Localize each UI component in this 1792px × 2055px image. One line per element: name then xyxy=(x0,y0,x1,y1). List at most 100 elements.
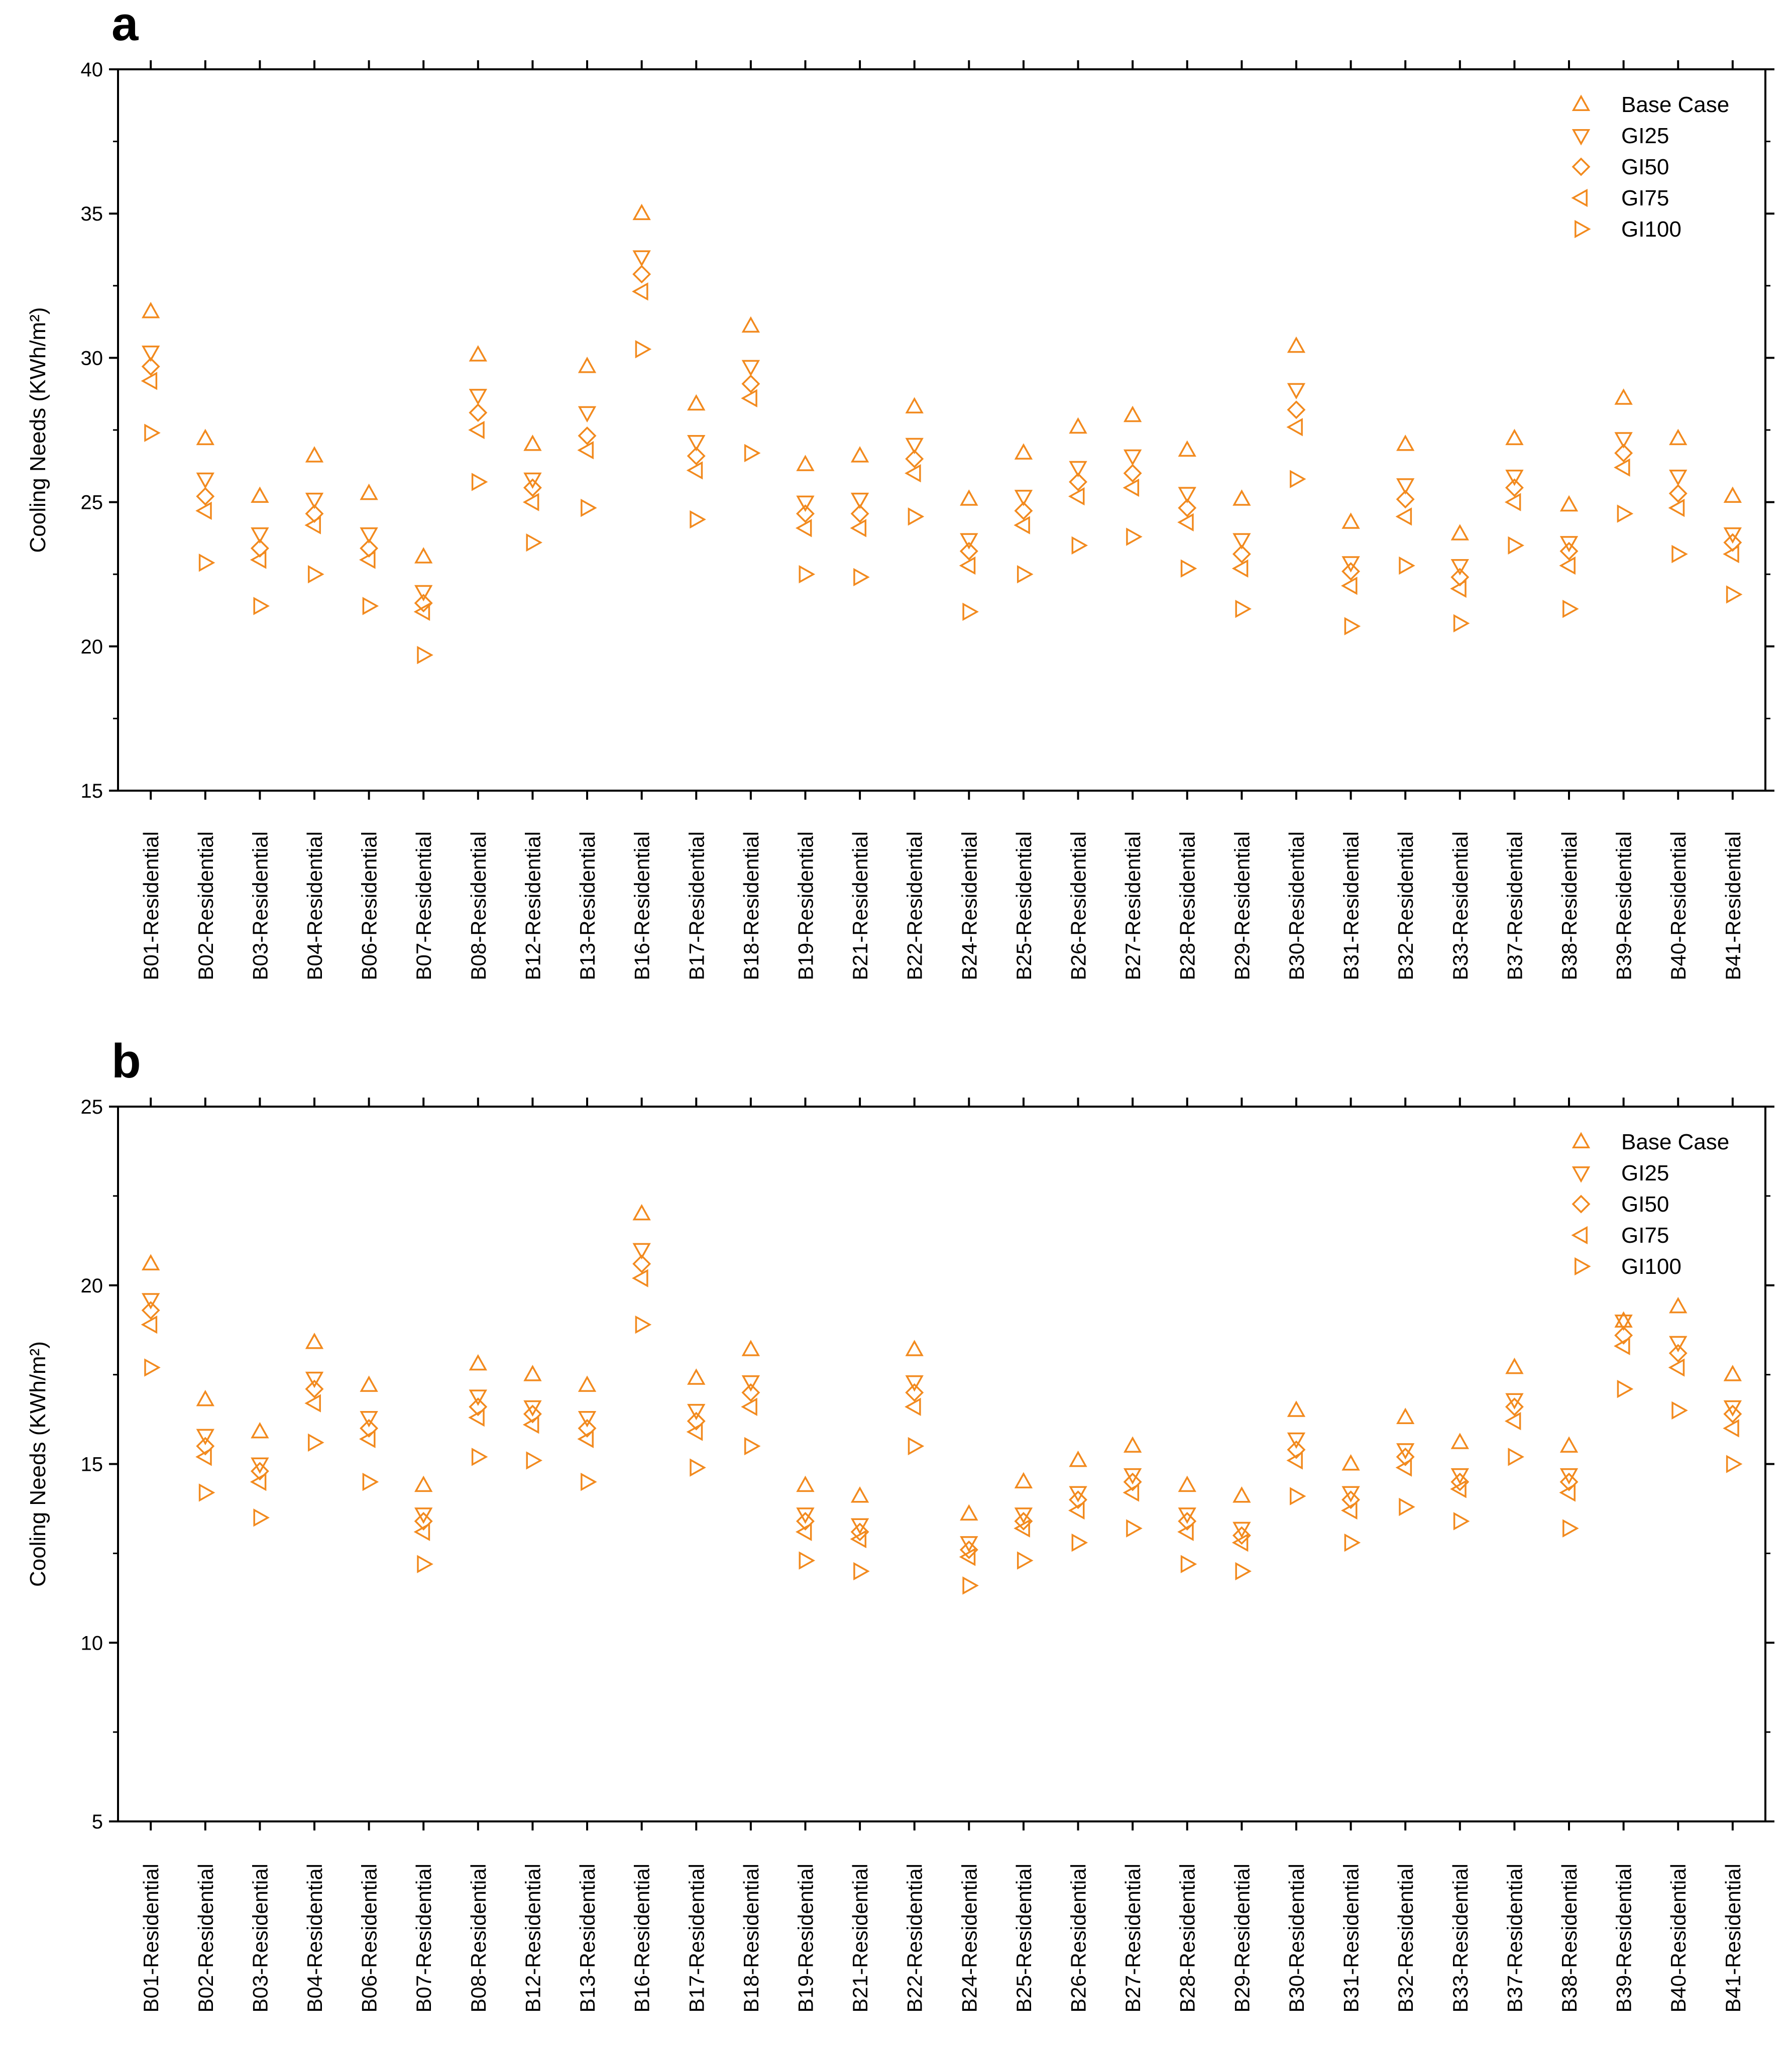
point-b-gi50 xyxy=(196,1437,215,1456)
point-b-base-case xyxy=(305,1333,324,1349)
point-b-base-case xyxy=(1669,1296,1688,1314)
point-b-gi100 xyxy=(1290,1487,1306,1505)
point-b-gi50 xyxy=(1014,1511,1033,1531)
y-tick-label-b: 15 xyxy=(81,1454,103,1476)
point-a-gi25 xyxy=(1614,432,1633,449)
point-a-base-case xyxy=(1014,443,1033,460)
point-b-gi25 xyxy=(1014,1507,1033,1524)
point-a-gi100 xyxy=(799,565,816,584)
point-b-gi75 xyxy=(1668,1358,1685,1377)
x-tick-label-a: B39-Residential xyxy=(1612,831,1636,981)
x-tick-label-b: B18-Residential xyxy=(739,1864,763,2013)
y-tick-label-a: 15 xyxy=(81,780,103,802)
point-a-gi25 xyxy=(1669,469,1688,486)
point-a-gi25 xyxy=(1505,469,1524,486)
point-b-gi100 xyxy=(962,1576,979,1595)
x-tick-label-a: B28-Residential xyxy=(1176,831,1199,981)
point-a-base-case xyxy=(1178,440,1196,457)
point-b-gi100 xyxy=(1617,1379,1634,1398)
x-tick-label-b: B28-Residential xyxy=(1176,1864,1199,2013)
point-b-base-case xyxy=(1014,1472,1033,1489)
point-b-gi25 xyxy=(1287,1432,1306,1449)
point-b-base-case xyxy=(1450,1433,1469,1449)
legend-marker-b xyxy=(1575,1257,1591,1276)
point-b-gi50 xyxy=(250,1462,269,1481)
point-a-gi100 xyxy=(253,597,270,615)
point-b-base-case xyxy=(360,1375,378,1392)
point-a-base-case xyxy=(196,428,214,446)
x-tick-label-a: B07-Residential xyxy=(412,831,435,981)
point-a-gi100 xyxy=(308,565,324,584)
x-tick-label-b: B38-Residential xyxy=(1557,1864,1581,2013)
point-b-gi50 xyxy=(1287,1440,1306,1459)
point-b-gi100 xyxy=(635,1315,652,1334)
point-a-gi100 xyxy=(908,507,925,526)
point-b-gi75 xyxy=(1723,1419,1739,1438)
point-a-gi25 xyxy=(196,472,214,489)
point-a-base-case xyxy=(960,489,978,506)
point-b-gi50 xyxy=(1123,1472,1142,1491)
x-tick-label-b: B39-Residential xyxy=(1612,1864,1636,2013)
point-a-gi50 xyxy=(196,487,215,506)
point-b-gi100 xyxy=(526,1451,543,1470)
point-b-gi100 xyxy=(1071,1533,1088,1552)
point-a-base-case xyxy=(1396,435,1415,451)
point-a-gi100 xyxy=(1671,545,1688,564)
point-a-base-case xyxy=(523,435,542,451)
y-axis-title-a: Cooling Needs (KWh/m²) xyxy=(26,307,50,553)
point-b-gi50 xyxy=(141,1301,160,1320)
point-a-gi25 xyxy=(523,472,542,489)
point-a-gi25 xyxy=(1178,487,1196,503)
x-tick-label-a: B16-Residential xyxy=(630,831,654,981)
x-tick-label-b: B32-Residential xyxy=(1394,1864,1417,2013)
x-tick-label-a: B06-Residential xyxy=(358,831,381,981)
legend-marker-a xyxy=(1575,220,1591,239)
point-a-gi100 xyxy=(1562,599,1579,618)
point-b-base-case xyxy=(960,1504,978,1521)
y-tick-label-a: 20 xyxy=(81,636,103,658)
point-b-gi75 xyxy=(413,1523,430,1541)
legend-label-b: GI100 xyxy=(1621,1254,1682,1279)
point-a-gi75 xyxy=(1340,576,1358,595)
legend-label-a: GI75 xyxy=(1621,186,1669,210)
point-a-gi75 xyxy=(686,461,703,480)
point-a-base-case xyxy=(469,345,488,362)
point-a-gi50 xyxy=(523,478,542,497)
point-b-gi100 xyxy=(1508,1448,1524,1466)
point-b-gi100 xyxy=(799,1551,816,1570)
x-tick-label-a: B26-Residential xyxy=(1067,831,1090,981)
point-a-base-case xyxy=(632,203,651,221)
y-tick-label-b: 25 xyxy=(81,1096,103,1118)
x-tick-label-b: B03-Residential xyxy=(248,1864,272,2013)
point-b-gi50 xyxy=(305,1379,324,1398)
point-b-gi50 xyxy=(1559,1472,1579,1491)
x-tick-label-a: B32-Residential xyxy=(1394,831,1417,981)
point-a-gi100 xyxy=(144,423,161,442)
point-b-gi25 xyxy=(632,1243,651,1260)
point-a-gi25 xyxy=(687,435,706,452)
x-tick-label-b: B31-Residential xyxy=(1339,1864,1363,2013)
point-b-gi50 xyxy=(469,1397,488,1417)
point-b-base-case xyxy=(1123,1436,1142,1453)
point-b-gi25 xyxy=(1723,1400,1742,1417)
legend-label-b: GI75 xyxy=(1621,1223,1669,1248)
point-b-gi100 xyxy=(1453,1512,1470,1531)
y-tick-label-a: 35 xyxy=(81,203,103,225)
point-b-base-case xyxy=(741,1340,760,1356)
point-b-gi75 xyxy=(522,1416,539,1434)
x-tick-label-b: B22-Residential xyxy=(903,1864,927,2013)
point-a-gi25 xyxy=(1287,383,1306,400)
point-a-base-case xyxy=(1505,428,1524,446)
x-tick-label-b: B13-Residential xyxy=(576,1864,599,2013)
x-tick-label-b: B06-Residential xyxy=(358,1864,381,2013)
point-a-base-case xyxy=(905,397,924,413)
point-b-gi75 xyxy=(1286,1451,1303,1470)
x-tick-label-a: B29-Residential xyxy=(1230,831,1254,981)
point-b-gi75 xyxy=(1614,1337,1630,1355)
point-a-gi100 xyxy=(1235,599,1252,618)
point-b-gi25 xyxy=(305,1371,324,1388)
point-b-gi25 xyxy=(1614,1314,1633,1331)
legend-marker-b xyxy=(1571,1226,1588,1245)
point-b-gi75 xyxy=(195,1448,212,1466)
panel-a: a 15 20 25 30 35 40 Cooling Needs (KWh/m²) B01-… xyxy=(26,0,1774,981)
